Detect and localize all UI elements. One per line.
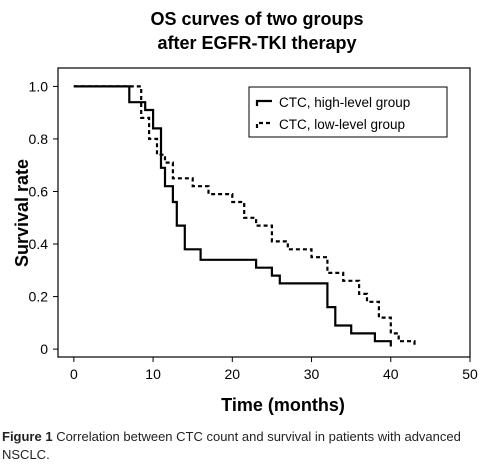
x-tick-label: 50 xyxy=(462,366,478,382)
legend-label-low-level: CTC, low-level group xyxy=(279,117,405,132)
x-tick-label: 10 xyxy=(145,366,161,382)
legend-key-high-level xyxy=(255,99,272,106)
series-line-low-level xyxy=(73,85,416,347)
survival-chart: OS curves of two groups after EGFR-TKI t… xyxy=(12,9,478,415)
series-line-high-level xyxy=(73,85,392,347)
legend-key-low-level xyxy=(255,121,272,128)
y-tick-label: 0 xyxy=(40,341,48,357)
x-axis-label: Time (months) xyxy=(221,395,345,415)
x-tick-label: 30 xyxy=(304,366,320,382)
x-tick-label: 40 xyxy=(383,366,399,382)
axis-ticks: 0 10 20 30 40 50 0 0.2 0.4 0.6 0.8 1.0 xyxy=(29,78,478,382)
y-tick-label: 0.8 xyxy=(29,131,49,147)
caption-text: Correlation between CTC count and surviv… xyxy=(2,429,461,462)
figure-caption: Figure 1 Correlation between CTC count a… xyxy=(2,428,480,464)
legend-label-high-level: CTC, high-level group xyxy=(279,95,410,110)
y-tick-label: 0.2 xyxy=(29,289,49,305)
x-tick-label: 0 xyxy=(70,366,78,382)
legend-box xyxy=(248,86,448,138)
series-layer xyxy=(73,85,416,347)
y-axis-label: Survival rate xyxy=(12,159,32,267)
y-tick-label: 0.6 xyxy=(29,183,49,199)
x-tick-label: 20 xyxy=(225,366,241,382)
chart-title-line-2: after EGFR-TKI therapy xyxy=(157,33,356,53)
legend: CTC, high-level group CTC, low-level gro… xyxy=(248,86,448,138)
y-tick-label: 1.0 xyxy=(29,78,49,94)
plot-area-frame xyxy=(57,67,471,358)
y-tick-label: 0.4 xyxy=(29,236,49,252)
chart-title-line-1: OS curves of two groups xyxy=(150,9,363,29)
caption-label: Figure 1 xyxy=(2,429,53,444)
